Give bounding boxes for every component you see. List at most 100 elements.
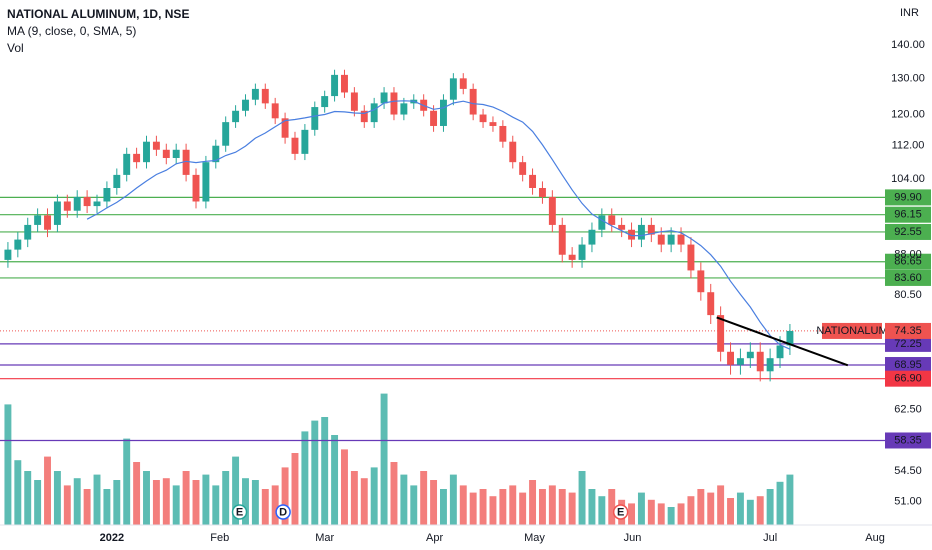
volume-bar [548,485,556,525]
event-label: E [617,506,624,518]
event-marker [231,504,248,520]
y-tick-label: 80.50 [894,289,922,301]
volume-bar [469,492,477,525]
candle-body [578,244,586,260]
x-tick-label: 2022 [100,532,124,544]
y-tick-label: 54.50 [894,465,922,477]
volume-bar [261,489,269,525]
candle-body [261,88,269,104]
volume-bar [380,393,388,525]
level-label: 68.95 [894,359,922,371]
y-tick-label: 88.00 [894,249,922,261]
candle-body [152,141,160,150]
level-tag [885,370,931,387]
candle-body [4,249,12,260]
level-tag [885,223,931,240]
candle-body [53,201,61,225]
volume-bar [390,462,398,525]
volume-bar [83,489,91,525]
level-label: 96.15 [894,209,922,221]
volume-bar [637,492,645,525]
volume-bar [578,471,586,525]
level-tag [885,253,931,270]
candles-layer [4,69,794,382]
y-tick-label: 120.00 [891,108,925,120]
x-tick-label: Apr [426,532,443,544]
candle-body [350,92,358,111]
symbol-tag [822,322,882,339]
volume-bar [311,420,319,525]
volume-bar [34,480,42,525]
candle-body [242,99,249,111]
volume-bar [172,485,180,525]
candle-body [727,351,734,365]
volume-bar [727,498,734,525]
volume-bar [4,404,12,525]
volume-bar [736,492,744,525]
candle-body [44,215,51,230]
candle-body [301,129,309,154]
level-tag [885,189,931,206]
volume-bar [746,499,754,525]
candle-body [400,103,408,115]
volume-bar [14,460,22,525]
volume-bar [133,462,141,525]
volume-bar [647,499,655,525]
volume-bar [459,485,467,525]
volume-bar [677,503,685,525]
volume-bar [786,474,794,525]
volume-bar [400,474,408,525]
x-tick-label: Mar [315,532,334,544]
volume-bar [558,489,566,525]
last-price-label: 74.35 [894,325,922,337]
y-tick-label: 51.00 [894,495,922,507]
volume-bar [350,471,358,525]
candle-body [34,215,42,225]
volume-bar [360,478,368,525]
level-tag [885,432,931,449]
candle-body [212,145,220,163]
volume-bar [499,489,507,525]
level-tag [885,206,931,223]
candle-body [667,234,675,245]
volume-bar [73,478,81,525]
volume-bar [202,474,210,525]
candle-body [321,96,329,108]
volume-bar [410,485,418,525]
candle-body [271,103,279,119]
level-label: 99.90 [894,191,922,203]
volume-bar [588,489,596,525]
candle-body [756,351,764,372]
candle-body [83,196,91,207]
candle-body [192,174,200,202]
candle-body [449,78,457,100]
volume-bar [776,481,784,525]
volume-bar [341,449,348,525]
candle-body [390,92,398,115]
candle-body [202,162,210,202]
candle-body [380,92,388,104]
level-label: 83.60 [894,272,922,284]
candle-body [588,229,596,245]
event-marker [612,504,629,520]
volume-bar [568,492,576,525]
trendline [716,316,849,367]
candle-body [548,196,556,225]
candle-body [222,122,230,146]
volume-label: Vol [7,41,24,55]
volume-bar [509,485,517,525]
volume-bar [420,471,428,525]
candle-body [489,122,497,126]
volume-bar [321,417,329,525]
candle-body [370,103,378,123]
level-label: 66.90 [894,373,922,385]
x-tick-label: Jul [763,532,777,544]
level-label: 86.65 [894,256,922,268]
level-tag [885,335,931,352]
candle-body [538,187,546,197]
volume-bar [123,438,131,525]
indicator-label: MA (9, close, 0, SMA, 5) [7,24,136,38]
volume-bar [519,492,527,525]
candle-body [232,110,240,123]
